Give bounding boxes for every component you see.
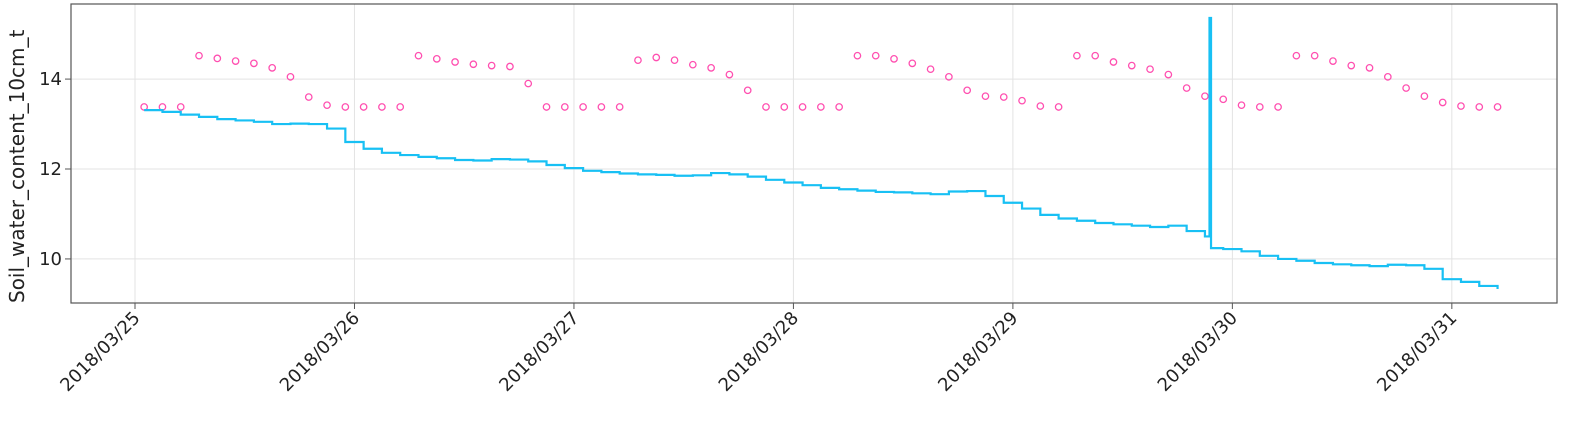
data-point [506, 62, 514, 71]
data-point [1018, 96, 1026, 105]
data-point [945, 72, 953, 81]
data-point [835, 103, 843, 111]
data-point [1292, 51, 1301, 60]
data-point [1201, 92, 1209, 101]
data-point [652, 53, 661, 62]
data-point [1493, 103, 1502, 111]
x-tick-label: 2018/03/31 [1373, 308, 1461, 396]
data-point [1054, 103, 1063, 111]
data-point [1402, 84, 1410, 92]
data-point [981, 92, 990, 101]
x-tick-label: 2018/03/27 [495, 308, 583, 396]
data-point [1036, 102, 1045, 110]
data-point [1420, 92, 1429, 101]
data-point [286, 72, 295, 81]
data-point [1457, 102, 1465, 110]
data-point [762, 103, 770, 111]
data-point [1091, 51, 1100, 60]
data-point [213, 54, 222, 63]
data-point [597, 103, 606, 111]
data-point [615, 103, 624, 111]
data-point [634, 56, 642, 65]
data-point [1329, 57, 1337, 65]
data-point [1109, 58, 1118, 66]
data-point [304, 93, 313, 101]
y-tick-label: 10 [39, 249, 62, 270]
data-point [268, 63, 277, 72]
data-point [890, 55, 898, 63]
x-tick-label: 2018/03/26 [276, 308, 364, 396]
plot-frame [70, 3, 1558, 304]
data-point [487, 61, 496, 70]
data-point [1365, 63, 1374, 72]
data-point [908, 59, 917, 68]
data-point [688, 60, 697, 69]
data-point [341, 103, 350, 111]
y-axis-label: Soil_water_content_10cm_t [5, 29, 29, 303]
data-point [780, 103, 789, 111]
data-point [999, 93, 1008, 101]
x-tick-label: 2018/03/25 [56, 308, 144, 396]
data-point [378, 103, 386, 111]
data-point [414, 51, 423, 60]
x-tick-label: 2018/03/29 [934, 308, 1022, 396]
data-point [1146, 65, 1154, 74]
data-point [1274, 103, 1282, 111]
data-point [542, 103, 551, 111]
data-point [359, 103, 368, 111]
data-point [469, 60, 478, 69]
x-tick-label: 2018/03/28 [715, 308, 803, 396]
data-point [1073, 51, 1081, 60]
data-point [396, 103, 405, 111]
data-point [1438, 98, 1447, 107]
data-point [871, 51, 880, 60]
data-point [1347, 61, 1356, 70]
data-point [1255, 103, 1264, 111]
data-point [1475, 103, 1484, 111]
line [144, 16, 1499, 290]
data-point [250, 59, 258, 68]
data-point [798, 103, 807, 111]
data-point [1310, 51, 1319, 60]
data-point [817, 103, 825, 111]
data-point [1164, 70, 1173, 79]
data-point [451, 58, 459, 66]
data-point [231, 57, 240, 65]
data-point [176, 103, 185, 111]
data-point [560, 103, 569, 111]
data-point [853, 51, 862, 60]
data-point [1127, 61, 1136, 70]
data-point [963, 86, 972, 95]
data-point [195, 51, 203, 60]
y-tick-label: 12 [39, 159, 62, 180]
data-point [725, 70, 734, 79]
data-point [1383, 72, 1392, 81]
data-point [926, 65, 935, 74]
data-point [743, 86, 752, 95]
grid [71, 4, 1557, 303]
x-tick-label: 2018/03/30 [1154, 308, 1242, 396]
data-point [432, 55, 441, 63]
data-point [1182, 84, 1191, 92]
data-point [1237, 101, 1246, 110]
data-point [1219, 95, 1228, 104]
data-point [707, 63, 715, 72]
data-point [524, 79, 533, 88]
data-point [670, 56, 679, 65]
y-tick-label: 14 [39, 69, 62, 90]
data-point [579, 103, 587, 111]
data-point [323, 101, 331, 110]
